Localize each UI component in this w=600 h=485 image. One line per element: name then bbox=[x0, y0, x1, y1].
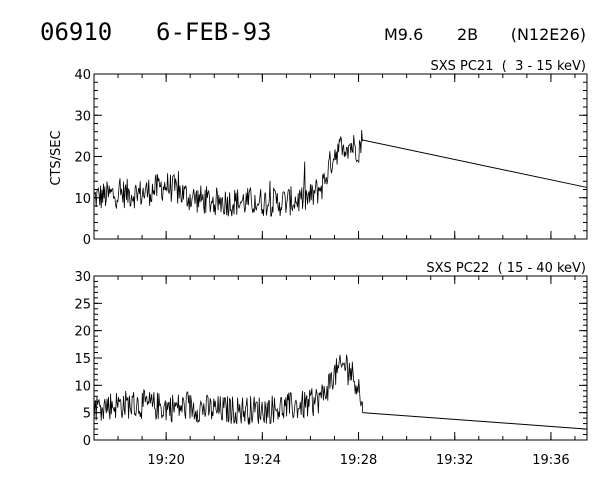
y-tick-label: 30 bbox=[74, 270, 91, 285]
y-tick-label: 10 bbox=[74, 379, 91, 394]
panel-1-ylabel: CTS/SEC bbox=[49, 130, 64, 185]
y-tick-label: 30 bbox=[74, 109, 91, 124]
series-gap-line bbox=[362, 412, 588, 430]
x-tick-label: 19:20 bbox=[147, 453, 184, 468]
series-gap-line bbox=[362, 139, 588, 188]
flare-location: (N12E26) bbox=[511, 25, 586, 44]
optical-class: 2B bbox=[457, 25, 478, 44]
y-tick-label: 25 bbox=[74, 297, 91, 312]
panel-2-title: SXS PC22 ( 15 - 40 keV) bbox=[426, 261, 586, 276]
panel-1-frame bbox=[93, 73, 588, 240]
x-tick-label: 19:36 bbox=[532, 453, 569, 468]
panel-1-title: SXS PC21 ( 3 - 15 keV) bbox=[430, 59, 586, 74]
y-tick-label: 40 bbox=[74, 68, 91, 83]
panels: 0 10 20 30 40 0 5 10 15 20 25 30 19:20 19:24 19:28 19:3… bbox=[74, 68, 588, 468]
y-tick-label: 15 bbox=[74, 352, 91, 367]
y-tick-label: 0 bbox=[83, 434, 91, 449]
y-tick-label: 0 bbox=[83, 233, 91, 248]
y-tick-label: 5 bbox=[83, 407, 91, 422]
x-tick-label: 19:32 bbox=[436, 453, 473, 468]
x-tick-label: 19:24 bbox=[244, 453, 281, 468]
x-tick-label: 19:28 bbox=[340, 453, 377, 468]
y-tick-label: 10 bbox=[74, 192, 91, 207]
flare-class: M9.6 bbox=[384, 25, 423, 44]
series-line bbox=[93, 354, 363, 425]
event-id: 06910 bbox=[40, 18, 112, 46]
y-tick-label: 20 bbox=[74, 325, 91, 340]
series-line bbox=[93, 129, 363, 217]
y-tick-label: 20 bbox=[74, 151, 91, 166]
event-date: 6-FEB-93 bbox=[156, 18, 272, 46]
